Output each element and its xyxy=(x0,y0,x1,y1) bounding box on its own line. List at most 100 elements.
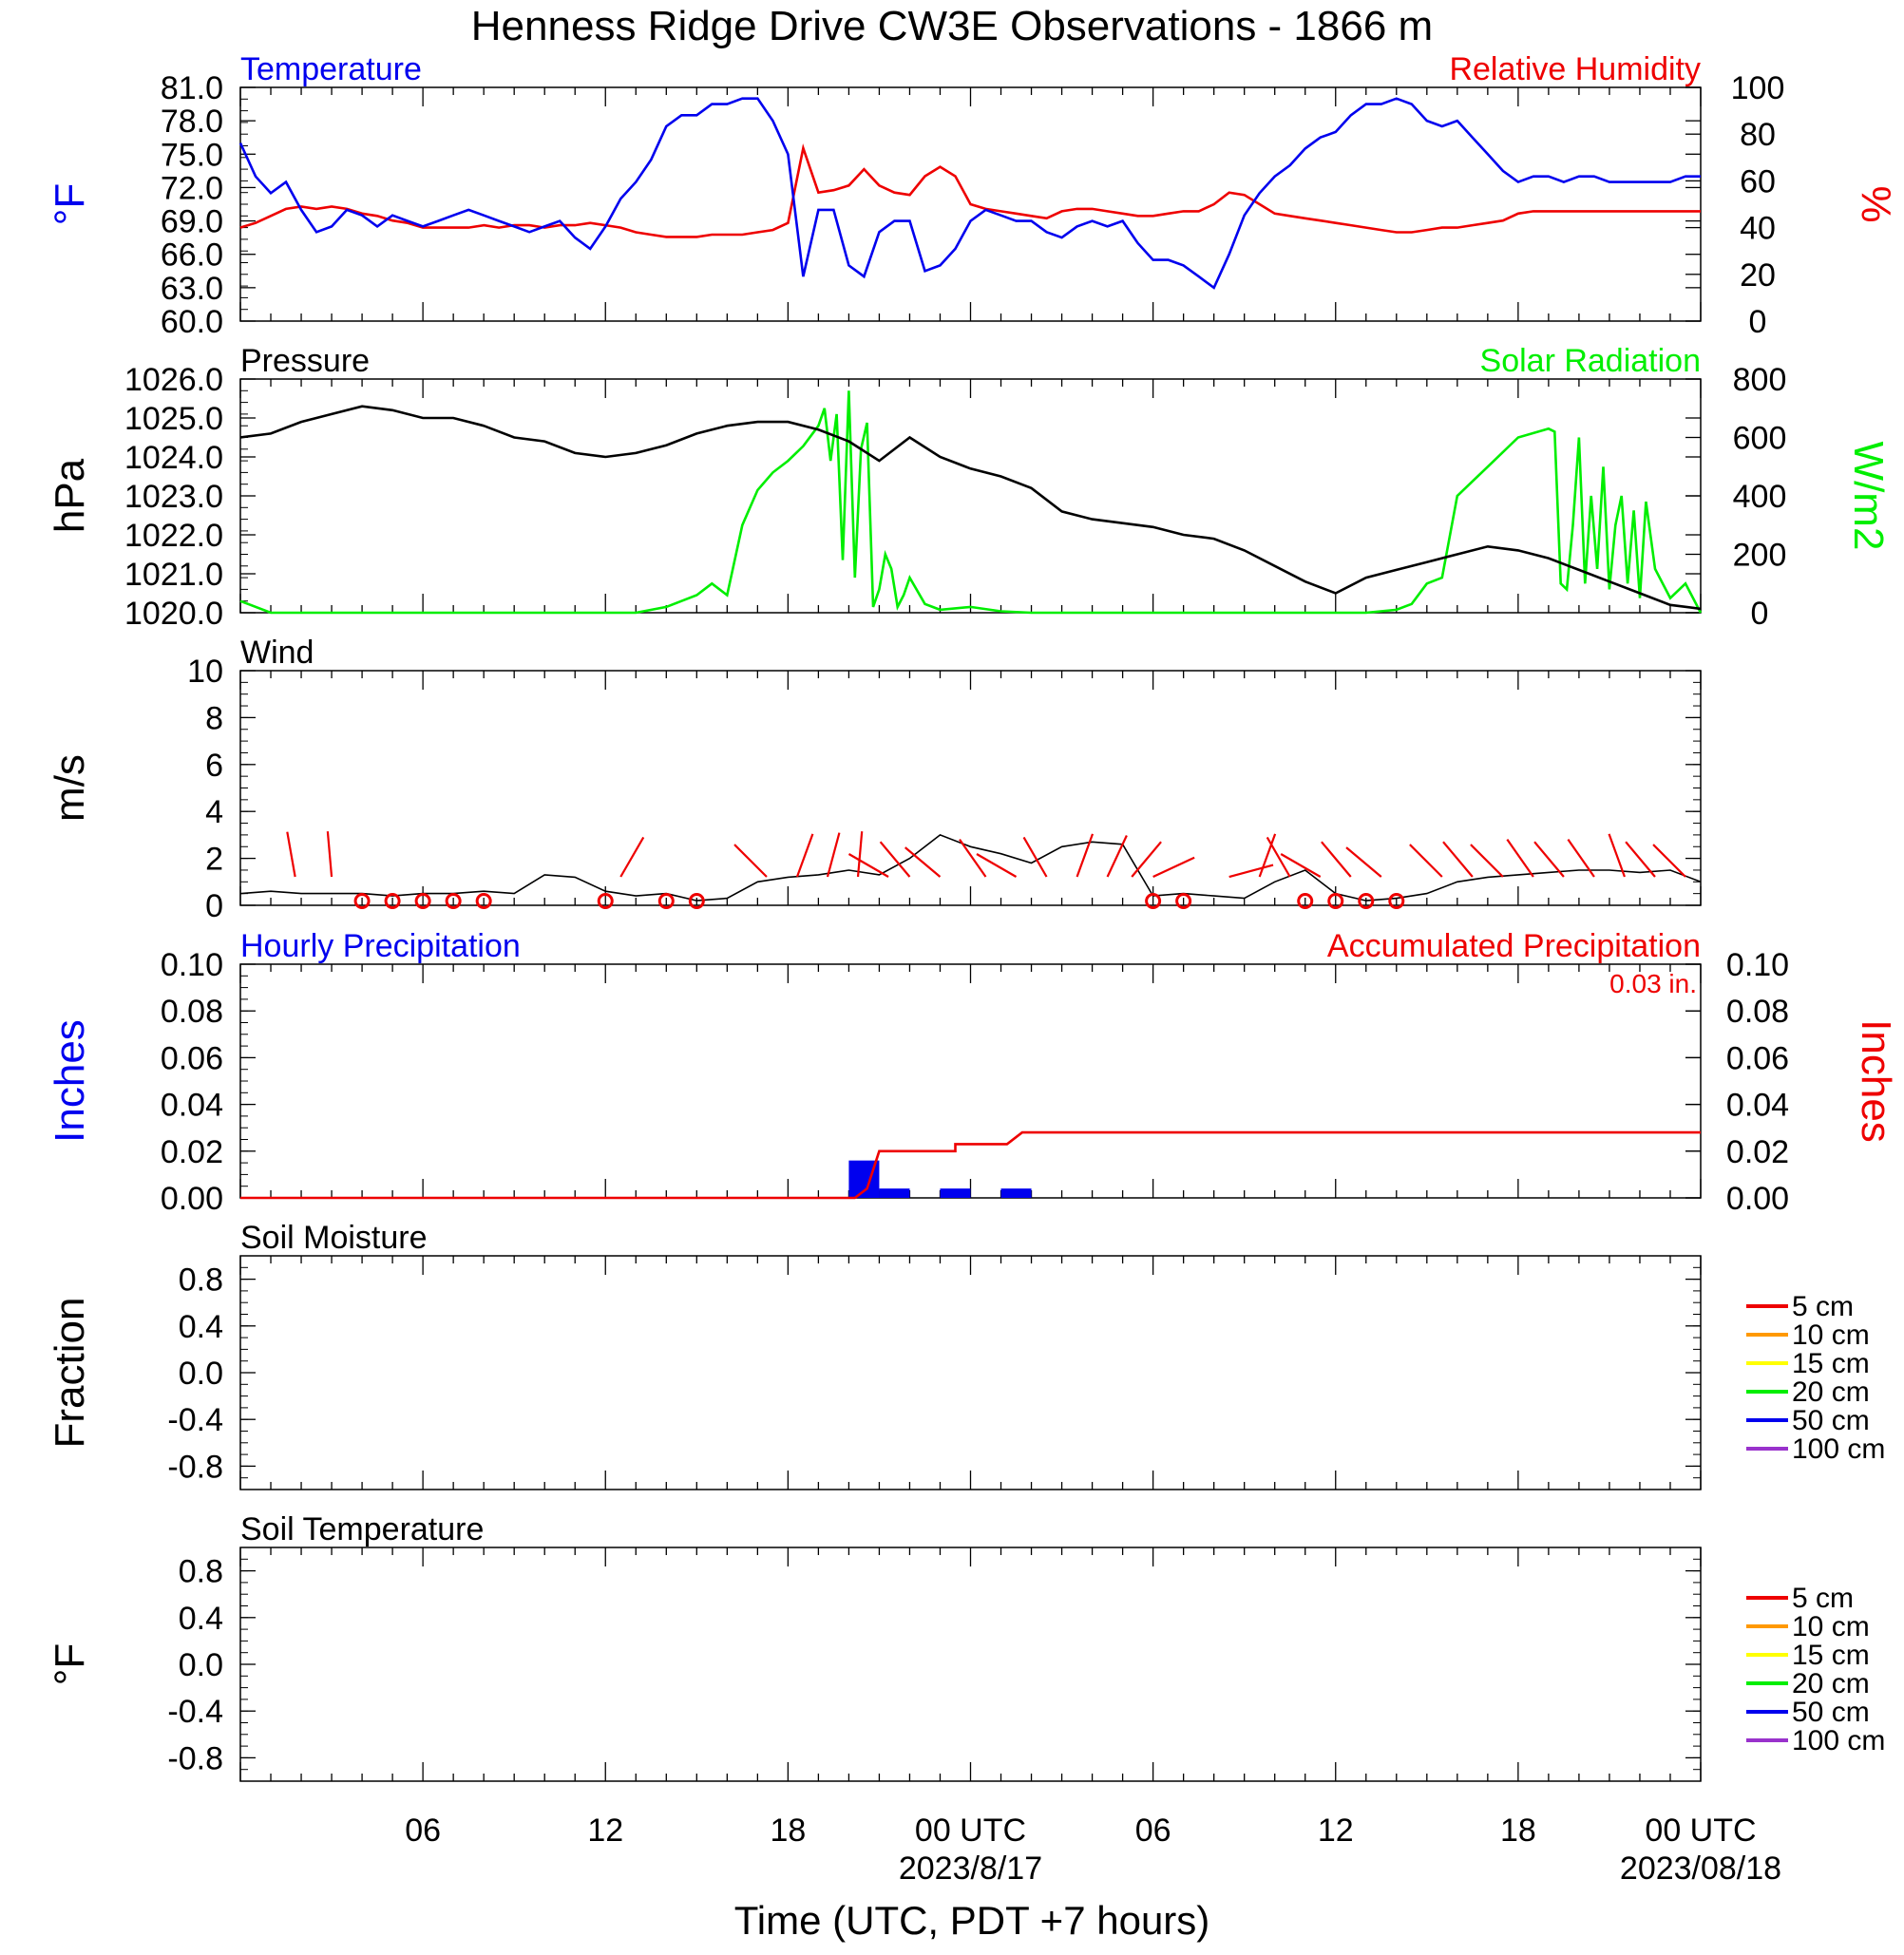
panel-title-right: Relative Humidity xyxy=(1449,51,1701,87)
legend-label: 5 cm xyxy=(1792,1583,1854,1614)
panel-title-left: Hourly Precipitation xyxy=(240,928,521,964)
wind-barb xyxy=(1152,856,1195,878)
y-tick-label-right: 200 xyxy=(1733,538,1787,574)
y-tick-label-left: 2 xyxy=(205,842,223,878)
rh-line xyxy=(239,143,1701,238)
y-tick-label-left: 0.0 xyxy=(179,1356,223,1392)
x-date-label: 2023/8/17 xyxy=(899,1851,1042,1887)
panel-frame-5 xyxy=(239,1255,1702,1490)
wind-barb xyxy=(1345,846,1382,878)
y-tick-label-left: -0.4 xyxy=(167,1694,223,1730)
y-tick-label-right: 600 xyxy=(1733,421,1787,457)
calm-marker xyxy=(1145,893,1162,910)
y-axis-label-right: % xyxy=(1853,185,1899,222)
wind-barb xyxy=(1409,844,1443,878)
hourly-precip-bar xyxy=(1000,1188,1032,1198)
x-tick-label: 06 xyxy=(1135,1813,1171,1849)
y-tick-label-left: 81.0 xyxy=(161,70,223,106)
panel-title-right: Accumulated Precipitation xyxy=(1327,928,1701,964)
panel-title-left: Soil Temperature xyxy=(240,1511,484,1547)
wind-barb xyxy=(1228,864,1274,879)
legend-label: 20 cm xyxy=(1792,1668,1870,1699)
x-axis-label: Time (UTC, PDT +7 hours) xyxy=(734,1898,1210,1943)
y-tick-label-right: 100 xyxy=(1731,70,1785,106)
y-tick-label-left: 75.0 xyxy=(161,137,223,173)
y-tick-label-left: 60.0 xyxy=(161,304,223,340)
y-tick-label-left: 0.02 xyxy=(161,1134,223,1170)
y-tick-label-left: -0.4 xyxy=(167,1402,223,1438)
calm-marker xyxy=(1388,893,1405,910)
wind-barb xyxy=(1321,841,1352,878)
y-tick-label-left: 6 xyxy=(205,748,223,784)
wind-barb xyxy=(795,833,814,878)
y-axis-label-left: Fraction xyxy=(47,1298,93,1449)
calm-marker xyxy=(353,893,371,910)
wind-barb xyxy=(286,831,296,878)
y-axis-label-left: °F xyxy=(47,1643,93,1685)
panel-title-right: Solar Radiation xyxy=(1480,343,1701,379)
panel-frame-6 xyxy=(239,1547,1702,1782)
y-tick-label-left: 1023.0 xyxy=(124,479,223,515)
y-tick-label-left: 63.0 xyxy=(161,271,223,307)
wind-speed-line xyxy=(239,833,1702,902)
hourly-precip-bar xyxy=(879,1188,910,1198)
calm-marker xyxy=(445,893,462,910)
wind-barb xyxy=(959,839,987,878)
calm-marker xyxy=(657,893,675,910)
panels-group: 81.078.075.072.069.066.063.060.0°FTemper… xyxy=(47,51,1899,1887)
y-tick-label-left: 0 xyxy=(205,888,223,924)
panel-title-left: Wind xyxy=(240,635,314,671)
y-tick-label-right: 40 xyxy=(1740,211,1776,247)
x-tick-label: 18 xyxy=(770,1813,806,1849)
y-tick-label-left: 0.8 xyxy=(179,1554,223,1590)
legend-label: 50 cm xyxy=(1792,1405,1870,1436)
y-tick-label-left: 0.4 xyxy=(179,1309,223,1345)
y-tick-label-right: 0.10 xyxy=(1726,947,1789,983)
y-tick-label-right: 80 xyxy=(1740,117,1776,153)
calm-marker xyxy=(688,893,705,910)
y-axis-label-left: Inches xyxy=(47,1019,93,1143)
y-axis-label-right: Inches xyxy=(1853,1019,1899,1143)
wind-barb xyxy=(1076,833,1095,878)
panel-title-left: Soil Moisture xyxy=(240,1220,428,1256)
wind-barb xyxy=(1022,836,1048,878)
wind-barb xyxy=(619,836,645,878)
y-axis-label-left: °F xyxy=(47,183,93,225)
y-tick-label-left: -0.8 xyxy=(167,1449,223,1485)
y-tick-label-left: 1020.0 xyxy=(124,596,223,632)
wind-barb xyxy=(826,832,841,878)
legend-label: 10 cm xyxy=(1792,1611,1870,1642)
wind-barb xyxy=(1131,841,1162,878)
wind-barb xyxy=(976,853,1018,878)
calm-marker xyxy=(384,893,401,910)
calm-marker xyxy=(1297,893,1314,910)
y-axis-label-left: m/s xyxy=(47,754,93,822)
legend-label: 15 cm xyxy=(1792,1348,1870,1379)
legend-label: 5 cm xyxy=(1792,1291,1854,1322)
wind-barb xyxy=(1106,835,1128,878)
legend-label: 15 cm xyxy=(1792,1640,1870,1671)
y-tick-label-right: 400 xyxy=(1733,479,1787,515)
x-tick-label: 12 xyxy=(1318,1813,1354,1849)
x-tick-label: 00 UTC xyxy=(915,1813,1026,1849)
y-tick-label-left: 1026.0 xyxy=(124,362,223,398)
y-tick-label-left: 1025.0 xyxy=(124,401,223,437)
calm-marker xyxy=(1327,893,1344,910)
y-axis-label-left: hPa xyxy=(47,458,93,533)
accumulated-precip-line xyxy=(240,1130,1701,1200)
legend-label: 100 cm xyxy=(1792,1725,1885,1756)
panel-frame-4 xyxy=(239,963,1702,1199)
y-tick-label-left: 0.04 xyxy=(161,1088,223,1124)
wind-barb xyxy=(1442,841,1474,878)
legend-label: 20 cm xyxy=(1792,1376,1870,1408)
calm-marker xyxy=(414,893,431,910)
wind-barb xyxy=(1533,841,1565,878)
y-tick-label-left: 1021.0 xyxy=(124,557,223,593)
calm-marker xyxy=(1358,893,1375,910)
y-tick-label-right: 800 xyxy=(1733,362,1787,398)
wind-barb xyxy=(1280,853,1322,878)
y-tick-label-left: 1024.0 xyxy=(124,440,223,476)
y-axis-label-right: W/m2 xyxy=(1845,442,1892,551)
y-tick-label-left: 0.06 xyxy=(161,1040,223,1076)
